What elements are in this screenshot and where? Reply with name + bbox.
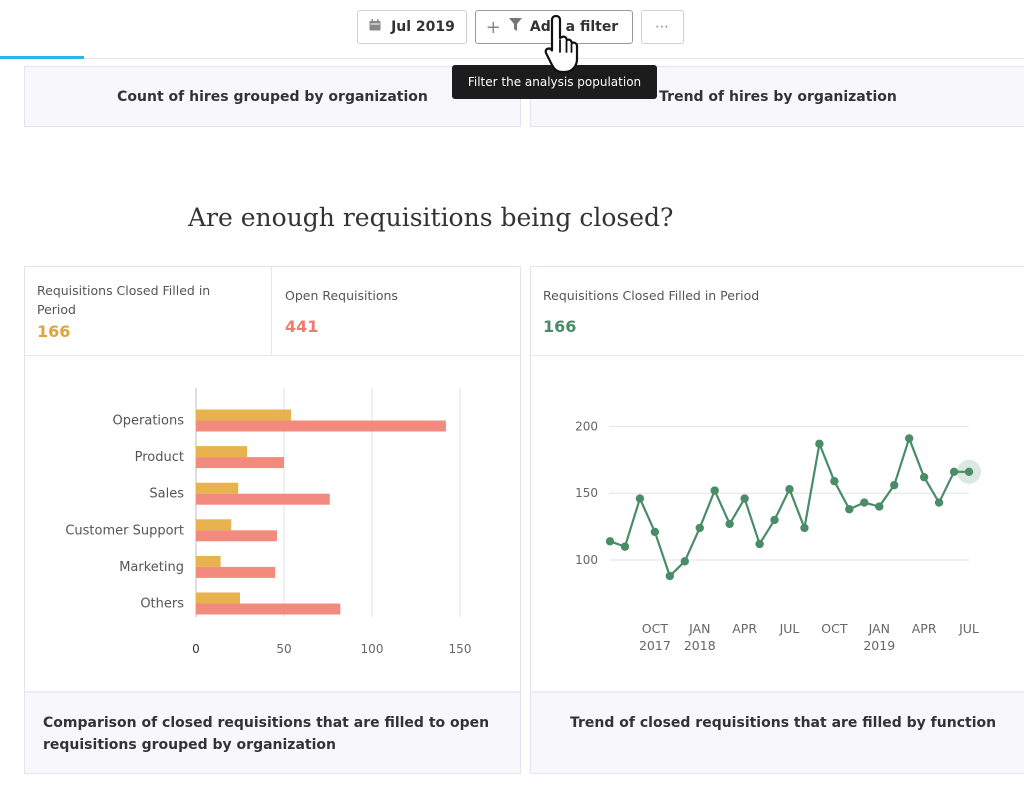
y-tick-label: 100 [575, 553, 598, 567]
data-point [680, 557, 689, 566]
data-point [815, 439, 824, 448]
metric-value-closed: 166 [37, 322, 71, 341]
x-tick-label: 100 [361, 642, 384, 656]
bar-closed [196, 482, 239, 494]
category-label: Customer Support [65, 523, 184, 538]
toolbar-divider [0, 58, 1024, 59]
category-label: Product [135, 450, 184, 465]
data-point [770, 515, 779, 525]
data-point [785, 484, 794, 494]
bar-open [196, 457, 284, 469]
y-tick-label: 150 [575, 486, 598, 500]
x-tick-label: 50 [276, 642, 291, 656]
org-bar-chart: 0 50 100 150 Operations Product Sales Customer … [65, 388, 472, 656]
data-point [635, 494, 645, 503]
more-options-icon: ⋯ [655, 19, 670, 35]
card-footer-title: Trend of closed requisitions that are fi… [531, 691, 1024, 773]
bar-closed [196, 409, 292, 421]
bar-closed [196, 555, 221, 567]
bar-open [196, 420, 446, 432]
filter-tooltip: Filter the analysis population [452, 65, 657, 99]
x-tick-month: JAN [868, 621, 890, 636]
x-tick-label: 150 [449, 642, 472, 656]
hires-by-organization-card[interactable]: Count of hires grouped by organization [24, 66, 521, 127]
data-point [934, 498, 944, 507]
data-point [904, 434, 914, 443]
data-point [725, 519, 734, 529]
date-label: Jul 2019 [391, 19, 455, 35]
data-point [695, 523, 704, 533]
x-tick-year: 2018 [684, 638, 716, 653]
bar-closed [196, 519, 232, 531]
funnel-icon [508, 18, 522, 36]
data-point [650, 527, 660, 537]
metric-label-open: Open Requisitions [285, 288, 398, 303]
x-tick-month: OCT [821, 621, 848, 636]
metric-value-open: 441 [285, 317, 319, 336]
card-title: Count of hires grouped by organization [25, 67, 520, 126]
trend-line-chart: 100 150 200 OCT 2017 JAN 2018 APR JUL OCT JAN 2019 A… [575, 419, 981, 653]
metric-label-trend: Requisitions Closed Filled in Period [543, 288, 760, 303]
x-tick-month: JAN [688, 621, 710, 636]
data-point [964, 467, 974, 477]
bar-open [196, 493, 330, 505]
data-point [605, 537, 615, 546]
requisitions-comparison-card[interactable]: Requisitions Closed Filled in Period 166… [24, 266, 521, 774]
bar-open [196, 603, 341, 615]
x-tick-month: APR [732, 621, 757, 636]
metric-row-divider [531, 355, 1024, 356]
data-point [860, 498, 869, 507]
data-point [919, 472, 929, 482]
bar-open [196, 530, 277, 542]
data-point [755, 539, 764, 549]
y-tick-label: 200 [575, 419, 598, 433]
x-tick-month: APR [912, 621, 937, 636]
data-point [710, 486, 719, 495]
bar-closed [196, 592, 240, 604]
bar-open [196, 566, 276, 578]
calendar-icon [369, 19, 381, 35]
data-point [890, 480, 899, 490]
top-toolbar: Jul 2019 + Add a filter ⋯ [0, 0, 1024, 60]
card-footer-title: Comparison of closed requisitions that a… [25, 691, 520, 773]
plus-icon: + [485, 16, 501, 38]
section-heading: Are enough requisitions being closed? [188, 203, 674, 232]
x-tick-year: 2019 [863, 638, 895, 653]
data-point [830, 476, 839, 486]
data-point [949, 467, 959, 477]
date-picker-button[interactable]: Jul 2019 [357, 10, 467, 44]
category-label: Others [140, 597, 184, 612]
x-tick-month: JUL [779, 621, 800, 636]
metric-value-trend: 166 [543, 317, 577, 336]
data-point [620, 542, 630, 551]
hand-pointer-icon [544, 14, 579, 74]
active-tab-indicator [0, 56, 84, 59]
x-tick-year: 2017 [639, 638, 671, 653]
data-point [845, 505, 854, 514]
metric-divider [271, 267, 272, 355]
x-tick-month: OCT [642, 621, 669, 636]
requisitions-trend-card[interactable]: Requisitions Closed Filled in Period 166… [530, 266, 1024, 774]
metric-label-closed: Requisitions Closed Filled in Period [37, 283, 211, 317]
data-point [740, 494, 749, 503]
category-label: Operations [113, 414, 185, 429]
category-label: Sales [149, 487, 184, 502]
data-point [665, 571, 675, 581]
data-point [875, 502, 884, 511]
category-label: Marketing [119, 560, 184, 575]
metric-row-divider [25, 355, 520, 356]
x-tick-month: JUL [958, 621, 979, 636]
bar-closed [196, 446, 248, 458]
trend-line [609, 437, 969, 578]
more-options-button[interactable]: ⋯ [641, 10, 684, 44]
x-tick-label: 0 [192, 642, 200, 656]
data-point [800, 523, 809, 533]
